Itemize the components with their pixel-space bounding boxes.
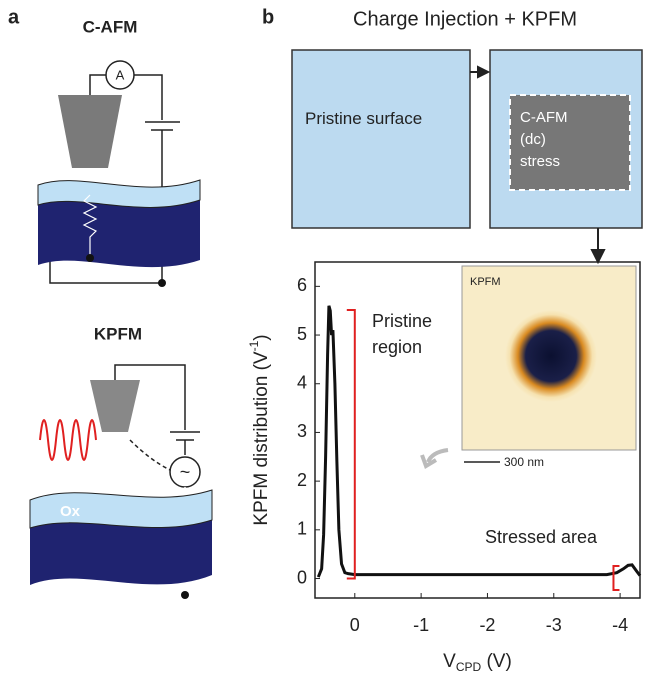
y-tick-label: 1 (297, 519, 307, 539)
label-part: ) (251, 334, 272, 340)
panel-title: C-AFM (83, 17, 138, 36)
label-sub: CPD (456, 660, 482, 674)
panel-label: b (262, 6, 274, 28)
x-tick-label: -2 (479, 615, 495, 635)
label-sup: -1 (247, 340, 261, 351)
stress-box (509, 94, 631, 191)
arrow (470, 65, 491, 79)
dot (158, 279, 166, 287)
dot (86, 254, 94, 262)
label-part: (V) (481, 651, 512, 672)
resistor (82, 194, 98, 258)
annotation-line: Pristine (372, 311, 432, 331)
box-text: Pristine surface (305, 109, 422, 128)
dot (181, 591, 189, 599)
x-axis-label: VCPD (V) (443, 651, 512, 674)
arrow (590, 228, 606, 265)
y-tick-label: 2 (297, 470, 307, 490)
tip (90, 380, 140, 432)
y-tick-label: 4 (297, 372, 307, 392)
x-tick-label: -1 (413, 615, 429, 635)
ac-source: ~ (180, 462, 191, 482)
y-tick-label: 0 (297, 567, 307, 587)
ac-wave (39, 419, 97, 461)
inset-title: KPFM (470, 276, 501, 288)
annotation: Pristine region (372, 311, 432, 357)
oxide (37, 179, 201, 208)
ammeter-label: A (116, 67, 125, 82)
t: Pristine surface (305, 109, 422, 128)
x-tick-label: -3 (546, 615, 562, 635)
scale-label: 300 nm (504, 455, 544, 469)
line (316, 305, 642, 578)
bracket (346, 309, 356, 580)
pointer-arrow (420, 448, 449, 469)
label-part: KPFM distribution (V (251, 351, 272, 526)
panel-title: Charge Injection + KPFM (353, 8, 577, 30)
y-tick-label: 3 (297, 421, 307, 441)
c-afm-schematic (49, 60, 180, 285)
y-axis-label: KPFM distribution (V-1) (247, 334, 272, 525)
x-tick-label: -4 (612, 615, 628, 635)
annotation: Stressed area (485, 527, 598, 547)
panel-title: KPFM (94, 324, 142, 343)
y-tick-label: 5 (297, 324, 307, 344)
box-text: stress (520, 153, 560, 170)
label-part: V (443, 651, 456, 672)
x-tick-label: 0 (350, 615, 360, 635)
box (291, 49, 471, 229)
tip (58, 95, 122, 168)
box-text: C-AFM (520, 109, 568, 126)
y-tick-label: 6 (297, 275, 307, 295)
bracket (612, 565, 620, 591)
oxide-label: Ox (60, 503, 81, 520)
inset-image (505, 310, 597, 402)
box-text: (dc) (520, 131, 546, 148)
plot-frame (314, 261, 641, 599)
annotation-line: region (372, 337, 422, 357)
panel-label: a (8, 6, 20, 28)
oxide (29, 489, 213, 529)
